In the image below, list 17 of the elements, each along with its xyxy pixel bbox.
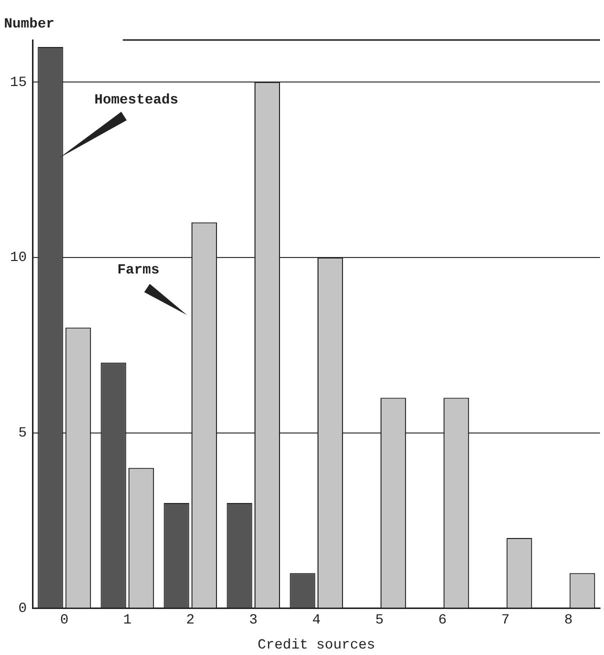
x-tick-label: 3 (249, 612, 258, 628)
x-tick-label: 1 (123, 612, 132, 628)
y-tick-label: 0 (18, 600, 27, 617)
x-tick-label: 8 (564, 612, 573, 628)
text: Homesteads (94, 92, 178, 109)
y-tick-label: 10 (10, 250, 27, 266)
x-axis-title: Credit sources (258, 638, 376, 654)
y-tick-label: 15 (10, 74, 27, 91)
x-tick-label: 4 (312, 612, 321, 628)
y-tick-label: 5 (18, 426, 27, 442)
x-tick-label: 0 (60, 612, 69, 628)
text: Farms (117, 262, 160, 279)
y-axis-title: Number (4, 16, 54, 33)
x-tick-label: 5 (375, 612, 384, 628)
x-tick-label: 7 (501, 612, 510, 628)
x-tick-label: 6 (438, 612, 447, 628)
x-tick-label: 2 (186, 612, 195, 628)
